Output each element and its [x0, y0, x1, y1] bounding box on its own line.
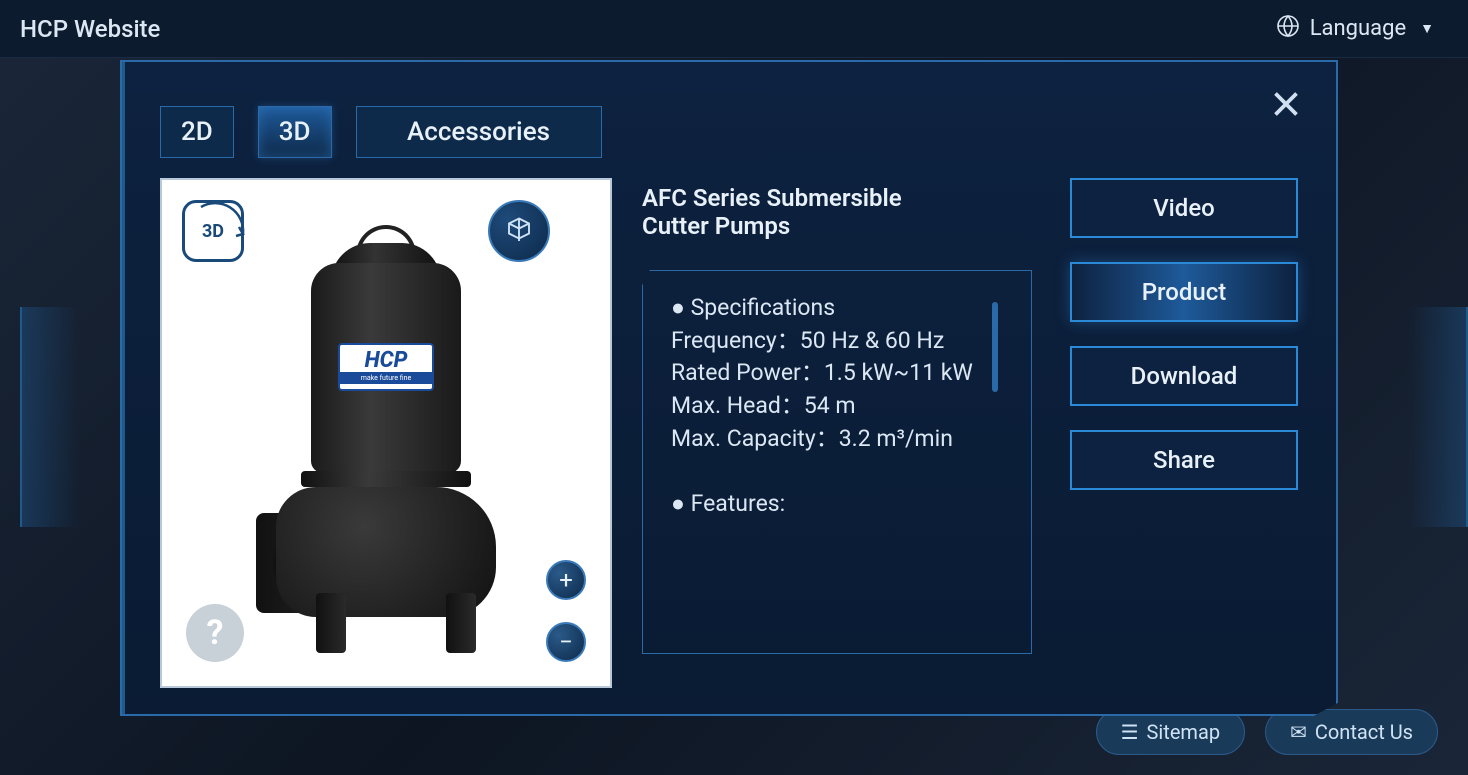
- language-switch[interactable]: Language ▼: [1262, 8, 1448, 50]
- brand-tagline: make future fine: [340, 372, 432, 384]
- spec-panel: ● Specifications Frequency：50 Hz & 60 Hz…: [642, 270, 1032, 654]
- spec-text: ● Specifications Frequency：50 Hz & 60 Hz…: [671, 292, 1004, 521]
- help-button[interactable]: ?: [186, 604, 244, 662]
- product-title: AFC Series Submersible Cutter Pumps: [642, 184, 962, 240]
- close-button[interactable]: [1268, 86, 1304, 122]
- product-render: HCP make future fine: [246, 233, 526, 653]
- product-viewer[interactable]: 3D HCP make future fine ?: [160, 178, 612, 688]
- zoom-in-button[interactable]: +: [546, 560, 586, 600]
- product-button[interactable]: Product: [1070, 262, 1298, 322]
- action-buttons: Video Product Download Share: [1070, 178, 1298, 490]
- view-tabs: 2D 3D Accessories: [160, 106, 1298, 158]
- badge-3d-icon: 3D: [182, 200, 244, 262]
- product-modal: 2D 3D Accessories 3D HCP make future fin…: [120, 60, 1338, 716]
- top-bar: HCP Website Language ▼: [0, 0, 1468, 58]
- tab-accessories[interactable]: Accessories: [356, 106, 602, 158]
- share-button[interactable]: Share: [1070, 430, 1298, 490]
- zoom-controls: + −: [546, 560, 586, 662]
- language-label: Language: [1310, 16, 1406, 41]
- video-button[interactable]: Video: [1070, 178, 1298, 238]
- sitemap-label: Sitemap: [1147, 720, 1221, 744]
- site-title[interactable]: HCP Website: [20, 15, 160, 43]
- globe-icon: [1276, 14, 1300, 44]
- tab-2d[interactable]: 2D: [160, 106, 234, 158]
- contact-label: Contact Us: [1315, 720, 1413, 744]
- download-button[interactable]: Download: [1070, 346, 1298, 406]
- zoom-out-button[interactable]: −: [546, 622, 586, 662]
- sitemap-icon: ☰: [1121, 720, 1139, 744]
- contact-icon: ✉: [1290, 720, 1307, 744]
- tab-3d[interactable]: 3D: [258, 106, 332, 158]
- brand-logo: HCP: [365, 350, 408, 372]
- scrollbar-thumb[interactable]: [992, 302, 998, 392]
- chevron-down-icon: ▼: [1420, 20, 1434, 37]
